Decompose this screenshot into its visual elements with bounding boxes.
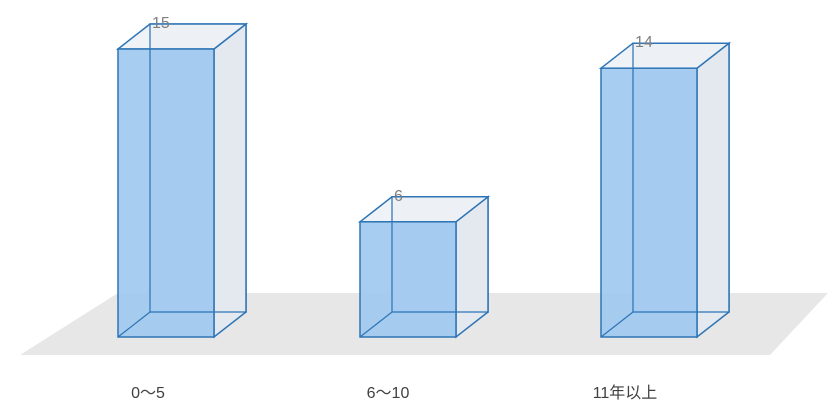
bar-inner-edge-depth xyxy=(117,311,151,338)
data-label: 14 xyxy=(635,34,653,51)
data-labels-layer: 15 6 14 xyxy=(152,15,653,205)
bar xyxy=(357,195,491,339)
bar xyxy=(598,41,732,339)
x-tick-label: 6～10 xyxy=(367,385,410,402)
x-tick-label: 0～5 xyxy=(131,385,165,402)
x-tick-label: 11年以上 xyxy=(593,384,658,402)
bar-side-face xyxy=(213,22,247,339)
bar-inner-edge-depth xyxy=(359,311,393,338)
bar-side-face xyxy=(696,41,730,339)
bars-layer xyxy=(115,22,732,339)
bar xyxy=(115,22,249,339)
data-label: 15 xyxy=(152,15,170,32)
bar-front-face xyxy=(600,67,698,338)
data-label: 6 xyxy=(394,188,403,205)
bar-front-face xyxy=(359,221,457,338)
x-axis-tick-labels: 0～5 6～10 11年以上 xyxy=(131,384,657,402)
bar-front-face xyxy=(117,48,215,338)
bar-inner-edge-depth xyxy=(600,311,634,338)
